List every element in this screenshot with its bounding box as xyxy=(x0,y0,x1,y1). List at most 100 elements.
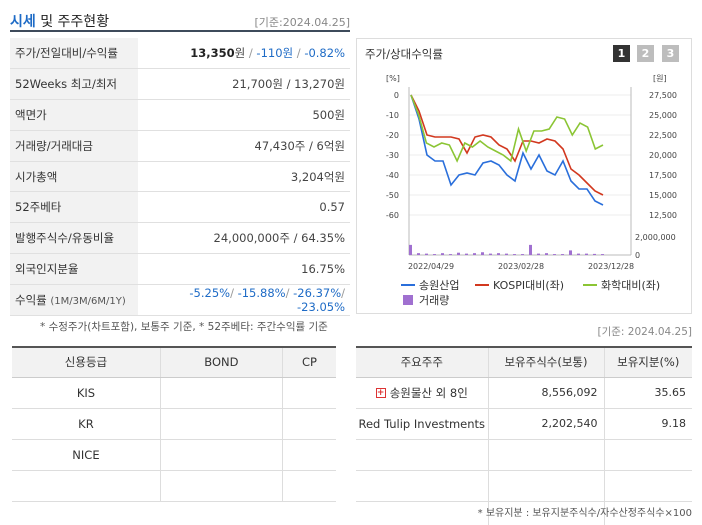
volume-bar xyxy=(529,244,532,255)
volume-bar xyxy=(441,253,444,255)
price-chart: [%] [원] 0 -10 -20 -30 -40 -50 -60 27,500 25,000 2… xyxy=(386,74,677,307)
table-row xyxy=(356,470,692,502)
table-row xyxy=(356,439,692,471)
col-holder: 주요주주 xyxy=(356,346,488,378)
left-axis-unit: [%] xyxy=(386,74,400,83)
volume-bar xyxy=(569,250,572,255)
quote-value: -5.25%/ -15.88%/ -26.37%/ -23.05% xyxy=(138,284,350,316)
quote-key: 52Weeks 최고/최저 xyxy=(10,68,138,101)
col-pct: 보유지분(%) xyxy=(603,346,692,378)
quote-value: 24,000,000주 / 64.35% xyxy=(138,222,350,255)
volume-bar xyxy=(545,253,548,255)
quote-key: 시가총액 xyxy=(10,161,138,193)
volume-tick: 0 xyxy=(635,251,640,260)
x-tick: 2023/12/28 xyxy=(588,262,634,271)
volume-bar xyxy=(489,253,492,255)
y-tick-right: 20,000 xyxy=(649,151,677,160)
y-tick-left: -50 xyxy=(386,191,399,200)
volume-bar xyxy=(561,254,564,255)
col-shares: 보유주식수(보통) xyxy=(487,346,604,378)
quote-key: 외국인지분율 xyxy=(10,253,138,285)
col-bond: BOND xyxy=(159,346,283,378)
series-line-2 xyxy=(410,94,604,163)
quote-value: 21,700원 / 13,270원 xyxy=(138,68,350,101)
col-credit-grade: 신용등급 xyxy=(12,346,161,378)
quote-value: 3,204억원 xyxy=(138,161,350,193)
quote-value: 47,430주 / 6억원 xyxy=(138,130,350,162)
table-row: Red Tulip Investments 2,202,540 9.18 xyxy=(356,408,692,440)
chart-panel: 주가/상대수익률 1 2 3 [%] [원] 0 -10 -20 -30 -40 -50 -… xyxy=(356,38,692,314)
y-tick-left: -10 xyxy=(386,111,399,120)
y-tick-left: -20 xyxy=(386,131,399,140)
y-tick-left: 0 xyxy=(394,91,399,100)
quote-table: 주가/전일대비/수익률 13,350원 / -110원 / -0.82% 52W… xyxy=(10,38,350,316)
y-tick-right: 15,000 xyxy=(649,191,677,200)
quote-row: 시가총액 3,204억원 xyxy=(10,161,350,193)
volume-bar xyxy=(585,253,588,255)
legend-songwon: 송원산업 xyxy=(419,279,459,292)
quote-row: 수익률 (1M/3M/6M/1Y) -5.25%/ -15.88%/ -26.3… xyxy=(10,284,350,316)
quote-row: 발행주식수/유동비율 24,000,000주 / 64.35% xyxy=(10,222,350,255)
y-tick-right: 27,500 xyxy=(649,91,677,100)
table-row xyxy=(356,501,692,525)
quote-row: 외국인지분율 16.75% xyxy=(10,253,350,285)
volume-bar xyxy=(417,253,420,255)
plus-icon[interactable]: + xyxy=(375,388,386,398)
quote-key: 주가/전일대비/수익률 xyxy=(10,38,138,70)
y-tick-left: -60 xyxy=(386,211,399,220)
right-axis-unit: [원] xyxy=(653,74,667,83)
holder-name[interactable]: + 송원물산 외 8인 xyxy=(356,377,488,409)
chart-tab-1[interactable]: 1 xyxy=(613,45,630,62)
x-tick: 2022/04/29 xyxy=(408,262,454,271)
section-title: 시세 및 주주현황 xyxy=(10,14,110,30)
quote-key: 수익률 (1M/3M/6M/1Y) xyxy=(10,284,138,316)
quote-row: 52주베타 0.57 xyxy=(10,191,350,224)
volume-bar xyxy=(497,253,500,255)
quote-row: 주가/전일대비/수익률 13,350원 / -110원 / -0.82% xyxy=(10,38,350,70)
legend-swatch-volume xyxy=(403,295,413,305)
quote-value: 13,350원 / -110원 / -0.82% xyxy=(138,38,350,70)
shareholders-table: 주요주주 보유주식수(보통) 보유지분(%) + 송원물산 외 8인 8,556,… xyxy=(356,346,692,525)
quote-value: 0.57 xyxy=(138,191,350,224)
y-tick-right: 22,500 xyxy=(649,131,677,140)
base-date-2: [기준: 2024.04.25] xyxy=(597,326,692,338)
base-date: [기준:2024.04.25] xyxy=(254,16,350,29)
quote-row: 액면가 500원 xyxy=(10,99,350,131)
quote-key: 발행주식수/유동비율 xyxy=(10,222,138,255)
legend: 송원산업 KOSPI대비(좌) 화학대비(좌) 거래량 xyxy=(401,279,660,307)
y-tick-right: 17,500 xyxy=(649,171,677,180)
quote-value: 500원 xyxy=(138,99,350,131)
quote-footnote: * 수정주가(차트포함), 보통주 기준, * 52주베타: 주간수익률 기준 xyxy=(40,321,328,333)
y-tick-left: -30 xyxy=(386,151,399,160)
chart-tab-2[interactable]: 2 xyxy=(637,45,654,62)
volume-bar xyxy=(457,252,460,255)
quote-key: 52주베타 xyxy=(10,191,138,224)
series-line-1 xyxy=(410,94,604,196)
legend-volume: 거래량 xyxy=(419,294,449,307)
quote-row: 거래량/거래대금 47,430주 / 6억원 xyxy=(10,130,350,162)
legend-kospi: KOSPI대비(좌) xyxy=(493,279,564,292)
holder-name: Red Tulip Investments xyxy=(356,408,488,440)
volume-bar xyxy=(521,254,524,255)
chart-tab-3[interactable]: 3 xyxy=(662,45,679,62)
quote-key: 거래량/거래대금 xyxy=(10,130,138,162)
table-row: KIS xyxy=(12,377,336,409)
volume-bar xyxy=(425,253,428,255)
volume-bar xyxy=(553,254,556,255)
volume-bar xyxy=(449,254,452,255)
table-row: NICE xyxy=(12,439,336,471)
table-row xyxy=(12,470,336,502)
volume-bar xyxy=(601,254,604,255)
y-tick-left: -40 xyxy=(386,171,399,180)
volume-bar xyxy=(409,244,412,255)
col-cp: CP xyxy=(281,346,336,378)
volume-bar xyxy=(433,254,436,255)
volume-bar xyxy=(473,253,476,255)
volume-tick: 2,000,000 xyxy=(635,233,676,242)
holders-footnote: * 보유지분 : 보유지분주식수/자수산정주식수×100 xyxy=(477,508,692,519)
volume-bar xyxy=(513,254,516,255)
volume-bar xyxy=(481,252,484,255)
volume-bar xyxy=(537,253,540,255)
volume-bar xyxy=(577,253,580,255)
y-tick-right: 25,000 xyxy=(649,111,677,120)
